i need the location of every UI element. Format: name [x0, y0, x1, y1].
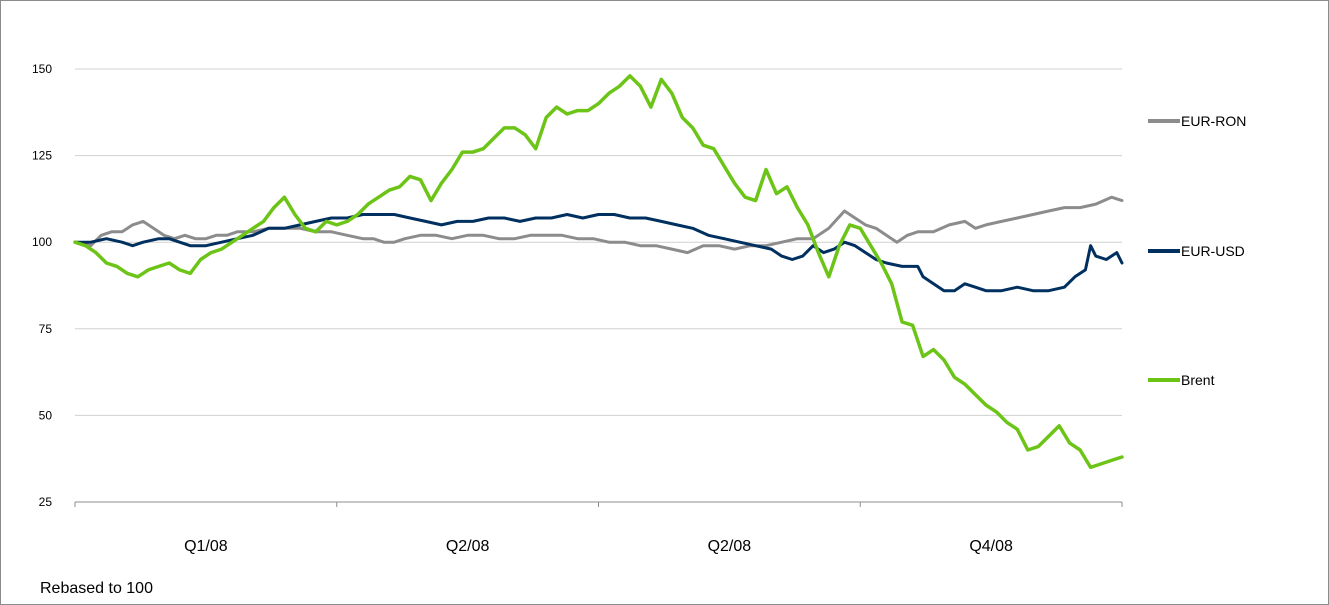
chart-note: Rebased to 100 — [40, 580, 153, 597]
axes: 25 50 75 100 125 150 Q1/08 Q2/08 Q2/08 Q4/08 — [32, 62, 1123, 555]
x-tick-label: Q1/08 — [184, 538, 228, 555]
series-lines — [73, 74, 1124, 470]
y-tick-label: 75 — [39, 322, 53, 336]
legend-label-eur-usd: EUR-USD — [1181, 243, 1245, 259]
x-tick-label: Q2/08 — [446, 538, 490, 555]
gridlines — [75, 68, 1122, 416]
x-tick-label: Q2/08 — [708, 538, 752, 555]
legend-label-brent: Brent — [1181, 372, 1215, 388]
y-tick-label: 25 — [39, 495, 53, 509]
legend: EUR-RON EUR-USD Brent — [1148, 113, 1246, 388]
y-tick-label: 100 — [32, 235, 52, 249]
series-line-eur-usd — [73, 213, 1124, 293]
y-tick-label: 50 — [39, 408, 53, 422]
x-tick-label: Q4/08 — [969, 538, 1013, 555]
series-line-eur-ron — [73, 195, 1124, 255]
y-tick-label: 125 — [32, 149, 52, 163]
series-line-brent — [73, 74, 1124, 470]
legend-label-eur-ron: EUR-RON — [1181, 113, 1246, 129]
y-tick-label: 150 — [32, 62, 52, 76]
